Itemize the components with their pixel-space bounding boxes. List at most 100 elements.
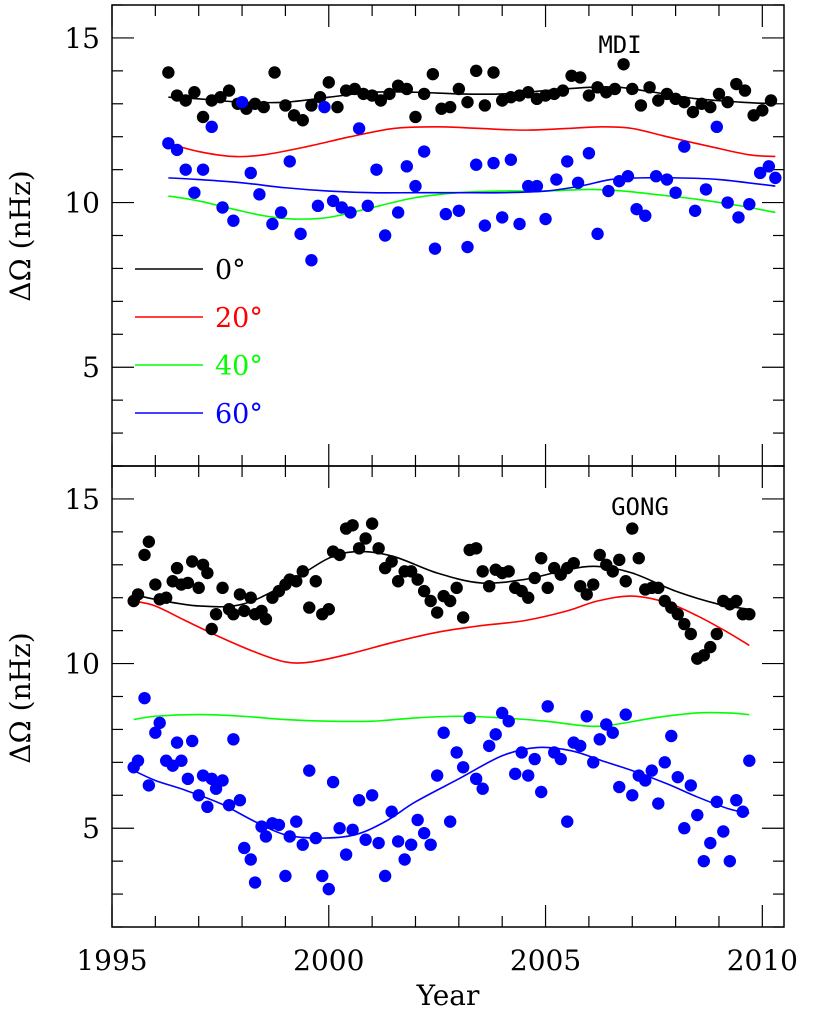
gong-ticks	[111, 465, 784, 928]
gong-data-point	[652, 581, 665, 595]
mdi-data-point	[268, 66, 281, 79]
gong-data-point	[365, 517, 379, 530]
gong-data-point	[450, 581, 463, 595]
gong-data-point	[391, 835, 405, 848]
gong-data-point	[567, 556, 580, 570]
gong-data-point	[535, 552, 548, 565]
mdi-data-point	[487, 66, 500, 79]
gong-data-point	[385, 555, 398, 568]
mdi-data-point	[344, 206, 357, 219]
gong-data-point	[326, 775, 340, 789]
gong-data-point	[417, 584, 431, 598]
mdi-data-point	[756, 104, 769, 117]
mdi-data-point	[391, 206, 405, 219]
gong-data-point	[411, 813, 424, 827]
x-tick-label: 2005	[510, 944, 581, 977]
gong-data-point	[639, 774, 652, 787]
gong-data-point	[339, 848, 353, 861]
mdi-data-point	[305, 254, 318, 267]
gong-data-point	[404, 838, 418, 851]
mdi-data-point	[478, 219, 492, 232]
gong-data-point	[359, 833, 372, 846]
mdi-data-point	[699, 183, 713, 196]
gong-data-point	[730, 594, 743, 608]
gong-data-point	[606, 726, 619, 739]
mdi-data-point	[582, 146, 596, 160]
gong-data-point	[186, 734, 199, 748]
legend-label: 0°	[215, 255, 246, 286]
mdi-data-point	[704, 100, 717, 114]
gong-data-point	[743, 607, 756, 621]
gong-data-point	[283, 830, 296, 843]
gong-data-point	[316, 869, 329, 883]
mdi-data-point	[617, 58, 630, 71]
gong-data-point	[730, 794, 743, 807]
mdi-data-point	[331, 100, 344, 114]
gong-data-point	[346, 823, 359, 837]
mdi-data-point	[602, 184, 615, 198]
gong-data-point	[697, 854, 710, 868]
mdi-data-point	[188, 186, 201, 199]
mdi-data-point	[311, 199, 325, 213]
gong-y-tick-label: 5	[82, 812, 100, 845]
gong-data-point	[238, 604, 251, 618]
gong-data-point	[606, 565, 619, 578]
mdi-data-point	[361, 199, 374, 213]
gong-data-point	[159, 591, 173, 604]
gong-data-point	[359, 532, 372, 545]
mdi-data-point	[296, 114, 309, 127]
gong-data-point	[309, 575, 322, 588]
mdi-data-point	[738, 84, 752, 97]
mdi-panel-label: MDI	[598, 31, 641, 59]
gong-data-point	[522, 769, 535, 782]
gong-data-point	[509, 767, 522, 781]
gong-data-point	[626, 789, 639, 802]
mdi-data-point	[179, 94, 192, 107]
mdi-data-point	[686, 105, 700, 119]
gong-data-point	[138, 548, 151, 562]
mdi-data-point	[370, 163, 383, 176]
mdi-data-point	[409, 179, 422, 193]
mdi-data-point	[170, 143, 184, 157]
gong-data-point	[678, 822, 691, 835]
mdi-data-point	[188, 86, 201, 99]
mdi-data-point	[374, 94, 387, 107]
mdi-data-point	[643, 81, 656, 94]
gong-data-point	[303, 601, 316, 614]
gong-data-point	[691, 808, 704, 822]
gong-data-point	[443, 815, 457, 828]
mdi-data-point	[762, 160, 776, 173]
gong-data-point	[186, 555, 199, 568]
gong-data-point	[710, 795, 723, 809]
mdi-data-point	[660, 173, 674, 186]
gong-y-tick-labels: 5 10 15	[64, 483, 100, 845]
gong-data-point	[424, 838, 437, 851]
mdi-data-point	[400, 160, 414, 173]
mdi-data-point	[439, 207, 453, 221]
gong-data-point	[209, 607, 223, 621]
gong-data-point	[502, 715, 515, 728]
mdi-data-point	[313, 91, 327, 104]
mdi-data-point	[452, 82, 466, 96]
mdi-data-point	[495, 211, 509, 224]
mdi-data-point	[162, 66, 175, 79]
mdi-data-point	[214, 91, 227, 104]
gong-data-point	[181, 772, 195, 786]
gong-data-point	[322, 603, 335, 616]
gong-data-point	[437, 726, 450, 739]
gong-data-points	[127, 517, 756, 896]
gong-data-point	[222, 798, 236, 812]
mdi-data-point	[522, 179, 535, 193]
gong-data-point	[248, 876, 262, 889]
legend-label: 20°	[215, 303, 263, 334]
gong-data-point	[704, 836, 717, 850]
gong-data-point	[678, 617, 691, 631]
mdi-data-point	[196, 163, 210, 176]
y-axis-title-mdi: ΔΩ (nHz)	[4, 170, 37, 301]
gong-panel-label: GONG	[611, 493, 669, 521]
mdi-data-point	[266, 217, 279, 231]
legend-label: 60°	[215, 399, 263, 430]
mdi-data-point	[409, 110, 422, 124]
gong-y-tick-label: 10	[64, 648, 100, 681]
